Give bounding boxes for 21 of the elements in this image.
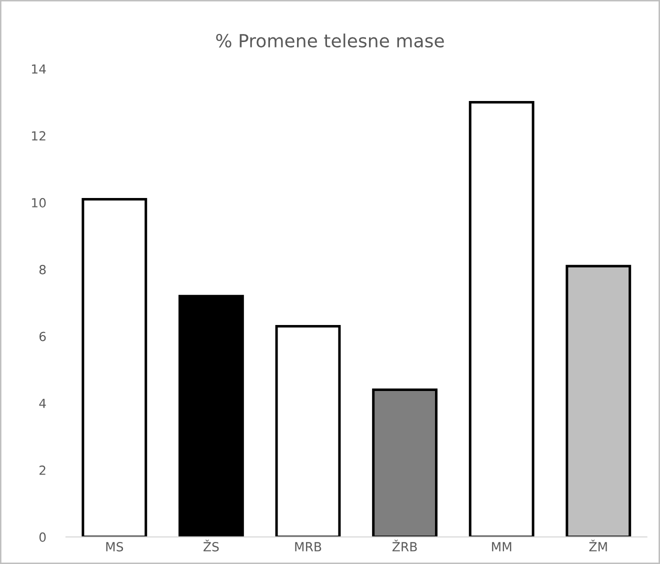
x-tick-label: MRB [295,542,322,552]
x-tick-label: MS [106,542,124,552]
y-tick-label: 6 [39,332,46,342]
bar [178,294,244,537]
y-tick-label: 2 [40,466,46,475]
bar [468,100,534,537]
x-tick-label: ŽRB [392,540,417,552]
x-tick-label: ŽS [204,540,219,552]
bar [566,264,632,537]
y-tick-label: 14 [32,64,46,74]
chart-title: % Promene telesne mase [216,34,444,48]
bar [275,325,341,537]
y-tick-label: 4 [39,398,46,408]
y-tick-label: 12 [32,131,46,140]
y-tick-label: 0 [39,532,46,542]
y-tick-label: 10 [32,198,46,208]
x-tick-label: ŽM [589,540,607,552]
y-tick-label: 8 [39,264,46,274]
x-tick-label: MM [492,542,512,552]
bar [372,388,438,537]
bar [82,198,148,537]
